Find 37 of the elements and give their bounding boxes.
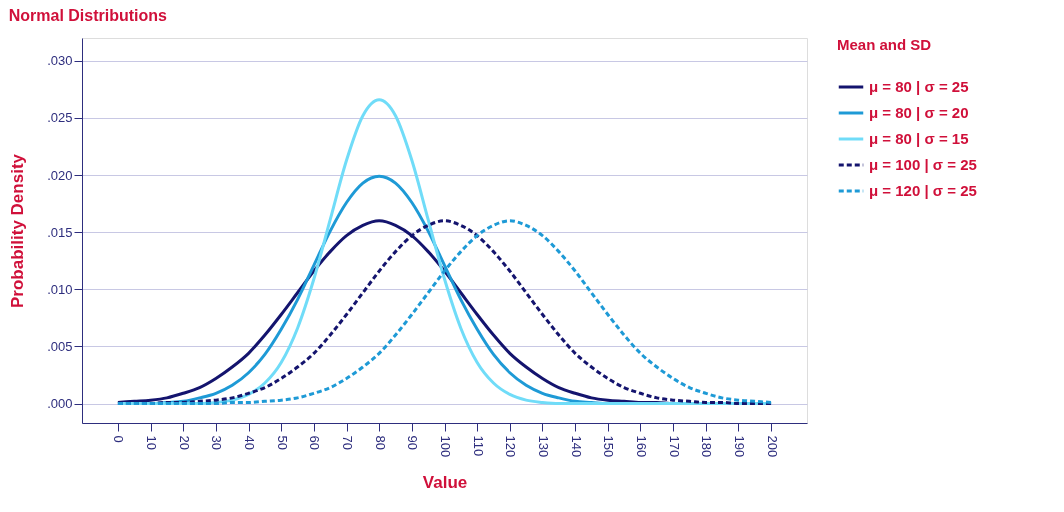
x-tick-label: 90 — [405, 435, 421, 450]
x-tick-label: 10 — [144, 435, 160, 450]
x-tick-label: 200 — [764, 435, 780, 458]
x-tick-label: 120 — [503, 435, 519, 458]
x-tick-label: 190 — [731, 435, 747, 458]
chart-title: Normal Distributions — [8, 7, 168, 24]
x-tick-label: 40 — [242, 435, 258, 450]
legend-title: Mean and SD — [837, 36, 932, 53]
x-tick-label: 170 — [666, 435, 682, 458]
x-tick-label: 110 — [470, 435, 486, 457]
x-tick-label: 60 — [307, 435, 323, 450]
x-tick-label: 30 — [209, 435, 225, 450]
x-axis-title: Value — [422, 473, 468, 493]
x-tick-label: 150 — [601, 435, 617, 458]
y-tick-label: .015 — [47, 224, 73, 240]
x-tick-label: 160 — [633, 435, 649, 458]
y-tick-label: .010 — [47, 281, 73, 297]
x-tick-label: 130 — [535, 435, 551, 458]
y-tick-label: .020 — [47, 167, 73, 183]
x-tick-label: 80 — [372, 435, 388, 450]
x-tick-label: 140 — [568, 435, 584, 458]
x-tick-label: 20 — [176, 435, 192, 450]
legend-label: μ = 120 | σ = 25 — [869, 182, 977, 199]
x-tick-label: 0 — [111, 435, 127, 443]
y-tick-label: .025 — [47, 110, 73, 126]
legend-label: μ = 80 | σ = 25 — [869, 78, 969, 95]
y-tick-label: .000 — [47, 396, 73, 412]
legend-label: μ = 80 | σ = 20 — [869, 104, 969, 121]
x-tick-label: 50 — [274, 435, 290, 450]
x-tick-label: 180 — [699, 435, 715, 458]
y-axis-title: Probability Density — [8, 153, 28, 308]
legend-label: μ = 80 | σ = 15 — [869, 130, 969, 147]
legend-label: μ = 100 | σ = 25 — [869, 156, 977, 173]
x-tick-label: 100 — [438, 435, 453, 458]
x-tick-label: 70 — [340, 435, 356, 450]
y-tick-label: .030 — [47, 53, 73, 69]
y-tick-label: .005 — [47, 338, 73, 354]
